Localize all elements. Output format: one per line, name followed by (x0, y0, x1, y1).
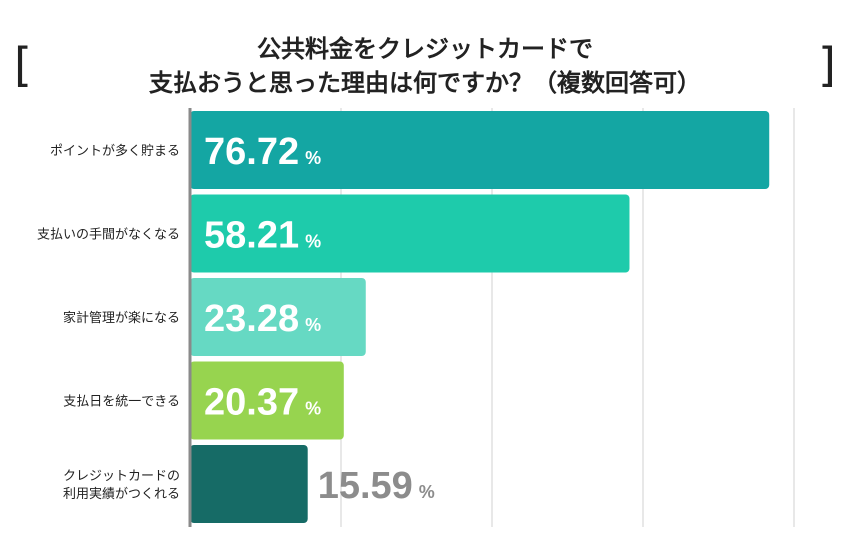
data-label-unit: % (305, 315, 321, 335)
category-label: 支払いの手間がなくなる (37, 228, 180, 243)
bar (190, 278, 366, 356)
data-label: 20.37% (204, 382, 321, 424)
chart-title-line-2: 支払おうと思った理由は何ですか？（複数回答可） (149, 69, 701, 97)
title-bracket-right: ] (818, 38, 836, 92)
bar (190, 445, 308, 523)
data-label-unit: % (305, 399, 321, 419)
bar (190, 111, 770, 189)
data-label-unit: % (419, 482, 435, 502)
chart-title: 公共料金をクレジットカードで 支払おうと思った理由は何ですか？（複数回答可） (0, 32, 850, 100)
data-label: 76.72% (204, 131, 321, 173)
category-label: 支払日を統一できる (63, 395, 180, 410)
data-label-value: 58.21 (204, 215, 299, 257)
data-label-value: 23.28 (204, 298, 299, 340)
data-label-value: 20.37 (204, 382, 299, 424)
bar (190, 361, 344, 440)
title-bracket-left: [ (14, 38, 32, 92)
bar (190, 194, 630, 273)
category-label: ポイントが多く貯まる (50, 143, 180, 159)
data-label: 15.59% (318, 465, 435, 507)
category-label: 家計管理が楽になる (63, 310, 180, 326)
data-label: 23.28% (204, 298, 321, 340)
data-label-value: 76.72 (204, 131, 299, 173)
data-label-unit: % (305, 148, 321, 168)
chart-title-line-1: 公共料金をクレジットカードで (257, 35, 593, 63)
data-label-value: 15.59 (318, 465, 413, 507)
data-label-unit: % (305, 232, 321, 252)
category-label: 利用実績がつくれる (63, 486, 180, 502)
data-label: 58.21% (204, 215, 321, 257)
category-label: クレジットカードの (63, 469, 180, 484)
